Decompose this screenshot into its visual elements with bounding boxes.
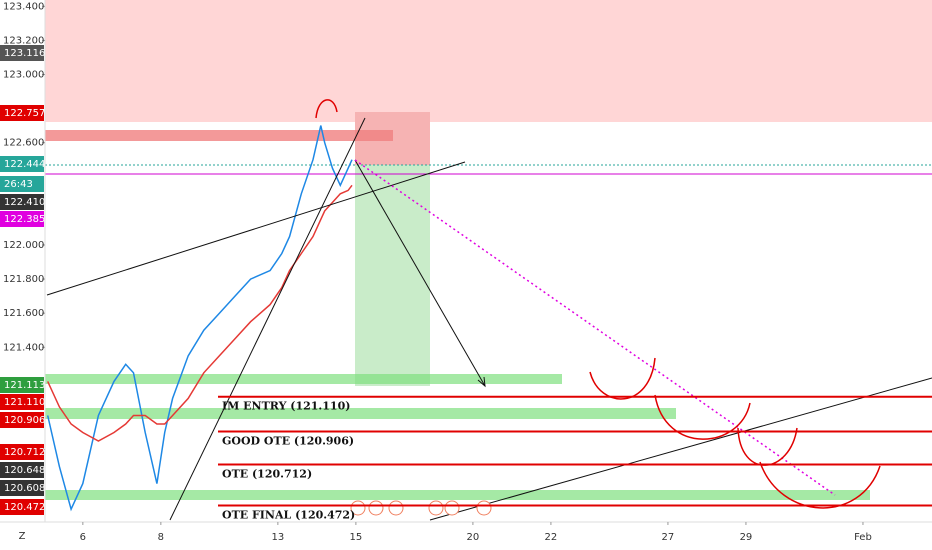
x-tick-label: 8 xyxy=(158,532,164,543)
x-axis-bar xyxy=(0,522,932,550)
price-label-bg xyxy=(0,499,44,515)
price-label: 122.385 xyxy=(4,214,45,225)
trend-line xyxy=(169,117,366,521)
price-label: 120.906 xyxy=(4,415,45,426)
plot xyxy=(46,125,353,512)
price-label-bg xyxy=(0,176,44,192)
trend-line xyxy=(429,377,932,521)
y-tick-label: 123.400 xyxy=(3,1,44,12)
level-label: OTE FINAL (120.472) xyxy=(222,508,355,521)
supply-zone xyxy=(45,0,932,122)
price-label-bg xyxy=(0,444,44,460)
trend-line xyxy=(46,161,466,296)
x-tick-label: 22 xyxy=(545,532,558,543)
price-label: 120.648 xyxy=(4,465,45,476)
price-label: 120.472 xyxy=(4,502,45,513)
price-label: 120.712 xyxy=(4,447,45,458)
price-label-bg xyxy=(0,480,44,496)
price-label-bg xyxy=(0,211,44,227)
price-label: 122.410 xyxy=(4,197,45,208)
green-zone xyxy=(45,490,870,500)
x-tick-label: 15 xyxy=(350,532,363,543)
y-tick-label: 123.200 xyxy=(3,35,44,46)
green-zone xyxy=(45,408,676,419)
price-label: 122.444 xyxy=(4,159,45,170)
x-tick-label: 13 xyxy=(271,532,284,543)
price-label: 123.116 xyxy=(4,48,45,59)
corner-label: Z xyxy=(19,531,26,542)
y-tick-label: 121.600 xyxy=(3,308,44,319)
y-tick-label: 122.000 xyxy=(3,240,44,251)
x-tick-label: 27 xyxy=(662,532,675,543)
price-label-bg xyxy=(0,194,44,210)
arrow xyxy=(354,159,486,387)
arrow-head xyxy=(477,376,486,388)
level-label: OTE (120.712) xyxy=(222,468,312,481)
price-label: 120.608 xyxy=(4,483,45,494)
y-tick-label: 121.800 xyxy=(3,274,44,285)
level-label: IM ENTRY (121.110) xyxy=(222,400,350,413)
price-label-bg xyxy=(0,45,44,61)
x-tick-label: 29 xyxy=(740,532,753,543)
price-label-bg xyxy=(0,377,44,393)
y-tick-label: 121.400 xyxy=(3,342,44,353)
y-tick-label: 122.600 xyxy=(3,138,44,149)
y-tick-label: 123.000 xyxy=(3,69,44,80)
price-label-bg xyxy=(0,412,44,428)
series-line xyxy=(47,184,353,442)
red-zone xyxy=(45,130,393,141)
price-label-bg xyxy=(0,105,44,121)
x-tick-label: Feb xyxy=(854,532,872,543)
price-label-bg xyxy=(0,394,44,410)
price-label: 122.757 xyxy=(4,108,45,119)
x-tick-label: 6 xyxy=(80,532,86,543)
series-line xyxy=(46,125,353,512)
green-zone xyxy=(45,374,562,384)
price-label-bg xyxy=(0,156,44,172)
x-tick-label: 20 xyxy=(467,532,480,543)
price-label-bg xyxy=(0,462,44,478)
price-label: 121.110 xyxy=(4,397,45,408)
price-label: 26:43 xyxy=(4,179,33,190)
level-label: GOOD OTE (120.906) xyxy=(222,434,354,447)
price-label: 121.113 xyxy=(4,380,45,391)
target-box xyxy=(355,165,430,386)
